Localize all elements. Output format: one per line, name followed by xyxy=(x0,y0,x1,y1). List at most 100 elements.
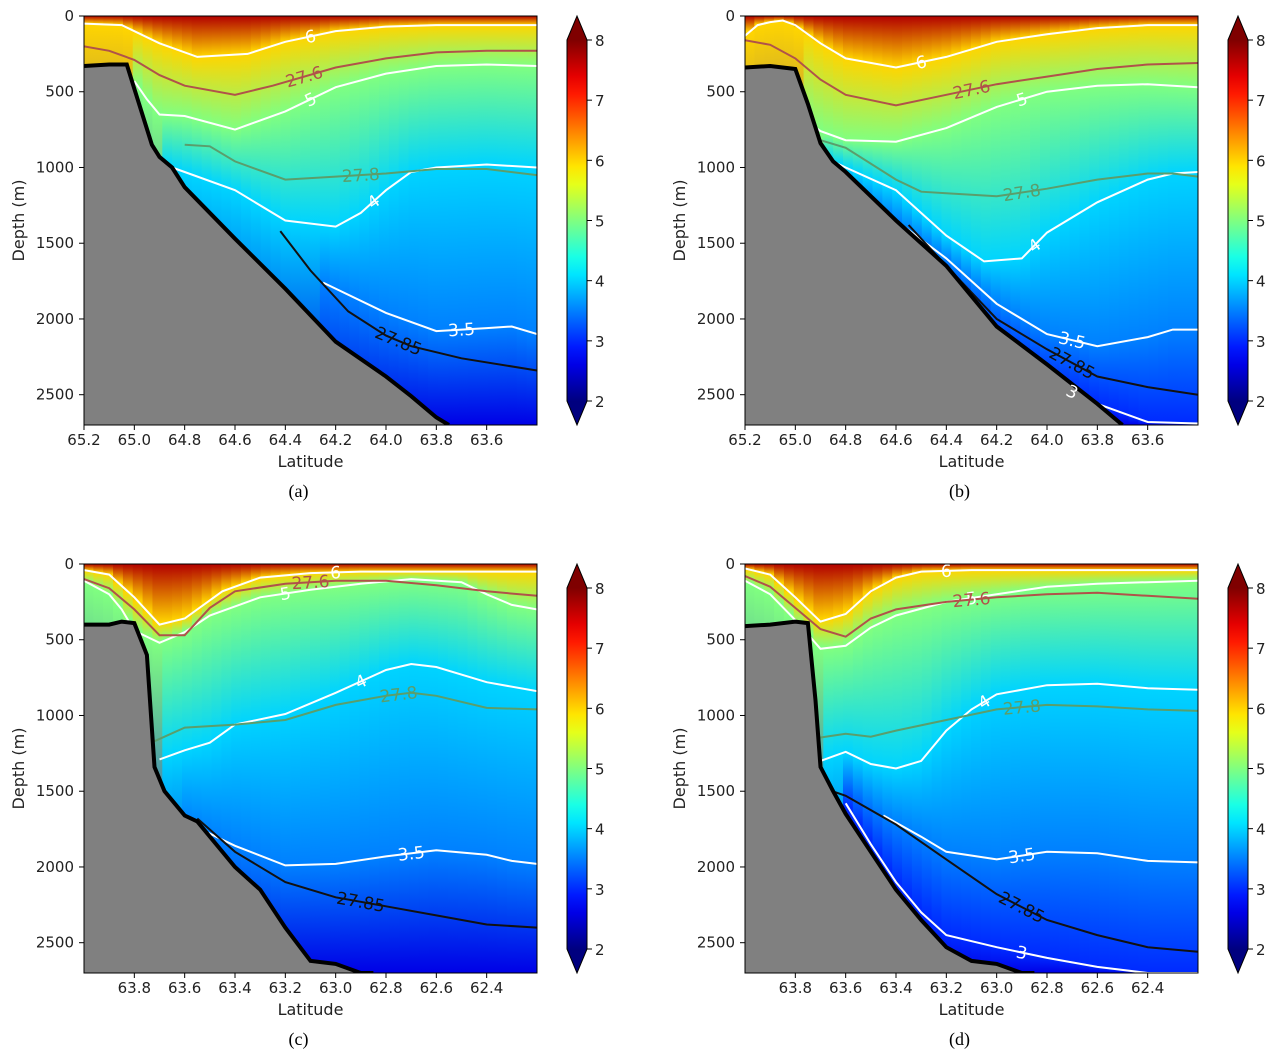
field-column xyxy=(369,564,380,973)
field-column xyxy=(902,564,913,973)
isopycnal-27.8 xyxy=(815,703,1198,740)
isotherm-5 xyxy=(84,578,537,644)
field-column xyxy=(359,16,371,425)
colorbar-tick-label: 6 xyxy=(1256,700,1266,718)
y-tick-label: 2000 xyxy=(36,310,74,328)
field-column xyxy=(1187,16,1198,425)
colorbar-tick-label: 6 xyxy=(595,700,605,718)
colorbar-tick-label: 8 xyxy=(1256,580,1266,598)
plot-frame xyxy=(744,15,1199,426)
y-tick-label: 2500 xyxy=(36,386,74,404)
field-column xyxy=(487,564,499,973)
panel-d: 6 5 4 3.5 3 27.6 27.8 27.85 63.8 63.6 63.4 63.2 63.0… xyxy=(661,550,1274,1052)
temperature-field xyxy=(84,564,537,973)
field-column xyxy=(823,564,835,973)
field-column xyxy=(1059,16,1071,425)
field-column xyxy=(349,16,361,425)
field-column xyxy=(1039,564,1051,973)
colorbar-tick-label: 2 xyxy=(1256,941,1266,959)
bathymetry xyxy=(745,621,1035,973)
colorbar-tick-label: 7 xyxy=(595,92,605,110)
colorbar-tick-label: 2 xyxy=(1256,393,1266,411)
field-column xyxy=(516,564,528,973)
isopycnal-27.85 xyxy=(279,230,537,372)
field-column xyxy=(1089,564,1101,973)
colorbar: 2 3 4 5 6 7 8 xyxy=(566,14,605,427)
y-tick-label: 2500 xyxy=(697,934,735,952)
isotherm-label-3: 3 xyxy=(1014,943,1029,965)
field-column xyxy=(1020,564,1032,973)
field-column xyxy=(211,564,223,973)
y-tick-label: 0 xyxy=(725,555,735,573)
colorbar: 2 3 4 5 6 7 8 xyxy=(566,562,605,975)
field-column xyxy=(872,564,884,973)
isopycnal-27.8 xyxy=(154,691,537,743)
x-tick-label: 63.6 xyxy=(1131,431,1164,449)
field-column xyxy=(1128,564,1140,973)
isotherm-6 xyxy=(84,22,537,58)
field-column xyxy=(428,16,440,425)
y-tick-label: 2500 xyxy=(697,386,735,404)
x-tick-label: 63.0 xyxy=(980,979,1013,997)
isopycnal-27.85 xyxy=(827,788,1198,953)
field-column xyxy=(438,564,449,973)
x-axis-label: Latitude xyxy=(278,452,344,471)
field-column xyxy=(990,564,1002,973)
field-column xyxy=(951,16,963,425)
field-column xyxy=(398,564,410,973)
field-column xyxy=(388,564,400,973)
field-column xyxy=(921,564,933,973)
bathymetry xyxy=(84,64,449,425)
field-column xyxy=(862,564,874,973)
colorbar-tick-label: 2 xyxy=(595,393,605,411)
y-tick-label: 0 xyxy=(725,7,735,25)
bathymetry xyxy=(84,621,374,973)
colorbar-extend-min xyxy=(567,949,587,973)
y-tick-label: 0 xyxy=(64,7,74,25)
seafloor-line xyxy=(745,619,1035,973)
colorbar-tick-label: 8 xyxy=(595,580,605,598)
y-tick-label: 500 xyxy=(45,631,74,649)
field-column xyxy=(980,564,992,973)
y-axis-label: Depth (m) xyxy=(9,180,28,262)
y-axis-label: Depth (m) xyxy=(9,728,28,810)
colorbar-extend-max xyxy=(1228,564,1248,588)
field-column xyxy=(1108,564,1120,973)
x-tick-label: 64.4 xyxy=(930,431,963,449)
field-column xyxy=(1128,16,1140,425)
isotherm-5 xyxy=(807,83,1198,143)
field-column xyxy=(319,564,331,973)
isotherm-6 xyxy=(745,19,1198,69)
field-column xyxy=(1138,564,1150,973)
isopycnal-label-27-8: 27.8 xyxy=(341,165,380,187)
colorbar-tick-label: 8 xyxy=(595,32,605,50)
field-column xyxy=(329,16,341,425)
field-column xyxy=(1039,16,1051,425)
panel-b: 6 5 4 3.5 3 27.6 27.8 27.85 65.2 65.0 64.8 64.6 64.4… xyxy=(661,0,1274,526)
colorbar-extend-max xyxy=(567,564,587,588)
field-column xyxy=(467,564,479,973)
colorbar-extend-min xyxy=(1228,401,1248,425)
field-column xyxy=(250,16,262,425)
field-column xyxy=(290,16,302,425)
colorbar-tick-label: 3 xyxy=(595,333,605,351)
field-column xyxy=(833,564,844,973)
field-column xyxy=(1167,564,1179,973)
panel-caption: (a) xyxy=(289,481,309,502)
field-column xyxy=(447,16,459,425)
field-column xyxy=(310,16,321,425)
x-tick-label: 64.2 xyxy=(980,431,1013,449)
isotherm-4 xyxy=(820,154,1198,263)
y-tick-label: 1000 xyxy=(697,158,735,176)
isotherm-label-5: 5 xyxy=(279,584,293,605)
x-tick-label: 62.4 xyxy=(1131,979,1164,997)
field-column xyxy=(941,564,953,973)
x-tick-label: 64.2 xyxy=(319,431,352,449)
field-column xyxy=(506,564,518,973)
field-column xyxy=(280,564,292,973)
y-tick-label: 2500 xyxy=(36,934,74,952)
field-column xyxy=(349,564,361,973)
